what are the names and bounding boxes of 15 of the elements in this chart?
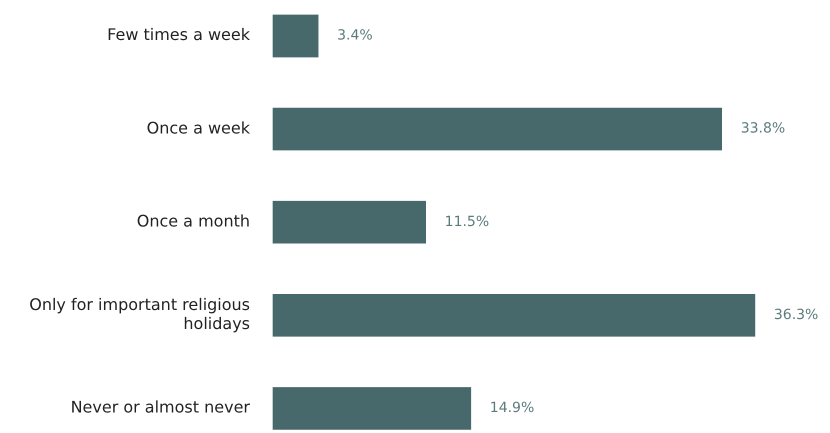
data-label: 11.5% xyxy=(444,214,490,230)
bar xyxy=(272,294,756,337)
y-tick-label: Once a week xyxy=(146,118,251,138)
y-tick-label: Never or almost never xyxy=(70,398,250,417)
data-label: 36.3% xyxy=(774,306,818,323)
y-tick-label: Once a month xyxy=(136,211,250,230)
data-label: 14.9% xyxy=(490,400,534,416)
bar xyxy=(272,14,318,58)
bar xyxy=(272,387,472,430)
bar xyxy=(272,108,722,150)
y-tick-label: Only for important religious holidays xyxy=(29,294,250,334)
y-tick-label: Few times a week xyxy=(107,25,251,44)
data-label: 3.4% xyxy=(337,28,373,44)
bar xyxy=(272,200,426,244)
data-label: 33.8% xyxy=(740,120,786,137)
